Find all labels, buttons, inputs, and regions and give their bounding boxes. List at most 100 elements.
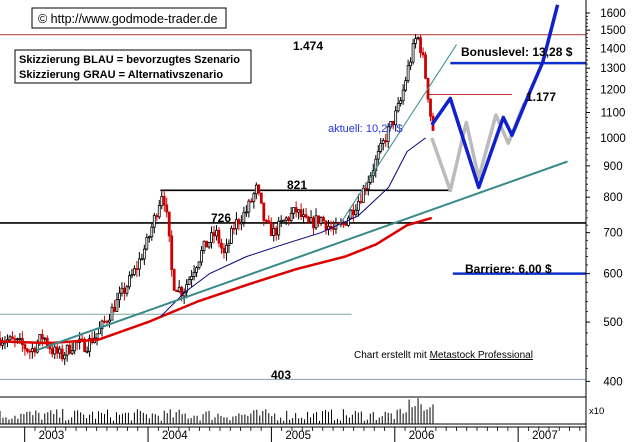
candle-body-100 — [247, 200, 251, 213]
candle-body-57 — [140, 258, 144, 261]
candle-body-106 — [262, 202, 266, 221]
candle-body-45 — [110, 306, 114, 321]
candle-body-59 — [145, 236, 149, 250]
scenario-blue-line — [430, 4, 560, 190]
candle-body-91 — [225, 244, 228, 254]
candle-body-7 — [16, 338, 19, 341]
candle-body-61 — [150, 226, 154, 238]
candle-body-77 — [190, 276, 194, 280]
y-tick-label-0: 1600 — [600, 8, 626, 20]
candle-body-161 — [399, 100, 403, 104]
candle-body-166 — [411, 43, 415, 63]
candle-body-22 — [53, 346, 57, 355]
candle-body-64 — [157, 205, 161, 218]
candle-body-152 — [376, 150, 380, 160]
y-tick-label-3: 1300 — [600, 63, 626, 75]
candle-body-82 — [202, 240, 206, 251]
candle-body-56 — [137, 258, 141, 270]
candle-body-67 — [165, 204, 169, 213]
candle-body-158 — [391, 121, 395, 126]
y-tick-label-8: 800 — [603, 192, 622, 204]
candle-body-40 — [98, 328, 101, 335]
candle-body-17 — [40, 334, 44, 340]
candle-body-110 — [272, 228, 276, 236]
candle-body-88 — [217, 229, 221, 244]
y-tick-label-2: 1400 — [600, 43, 626, 55]
candle-body-145 — [359, 201, 363, 203]
candle-body-148 — [366, 181, 370, 190]
candle-body-107 — [264, 219, 268, 222]
candle-body-96 — [237, 219, 241, 225]
candle-body-121 — [299, 209, 303, 218]
candle-body-70 — [172, 269, 176, 291]
candle-body-80 — [197, 261, 201, 269]
candle-body-114 — [282, 219, 286, 222]
candle-body-163 — [404, 80, 408, 91]
candle-body-84 — [207, 242, 211, 248]
candle-body-109 — [269, 221, 273, 236]
candle-body-12 — [28, 350, 32, 353]
candle-body-167 — [414, 38, 417, 44]
candle-body-46 — [113, 306, 116, 312]
candle-body-55 — [135, 268, 139, 271]
y-tick-label-5: 1100 — [601, 108, 626, 120]
candle-body-173 — [429, 98, 432, 117]
candle-body-160 — [396, 103, 400, 112]
candle-body-123 — [304, 214, 308, 218]
candle-body-11 — [25, 348, 29, 352]
candle-body-10 — [23, 344, 27, 350]
candle-body-78 — [192, 271, 196, 277]
candle-body-75 — [185, 283, 189, 293]
candle-body-87 — [215, 229, 218, 237]
scenario-sketches — [430, 4, 560, 193]
candle-body-102 — [252, 193, 256, 202]
candle-body-76 — [187, 279, 191, 285]
candle-body-81 — [200, 250, 203, 263]
candle-body-90 — [222, 247, 226, 254]
candle-body-128 — [317, 215, 320, 224]
candle-body-36 — [88, 338, 91, 352]
candle-body-94 — [232, 227, 236, 230]
x-tick-label-0: 2003 — [39, 430, 65, 442]
y-tick-label-12: 400 — [603, 376, 622, 388]
candle-body-25 — [60, 348, 64, 360]
trendlines — [36, 44, 568, 352]
candle-body-124 — [307, 216, 310, 223]
candle-body-92 — [227, 242, 231, 246]
candle-body-28 — [68, 344, 72, 354]
candle-body-104 — [257, 184, 261, 194]
volume-panel — [0, 396, 586, 425]
level-label-726: 726 — [211, 211, 231, 225]
candle-body-119 — [294, 207, 298, 213]
candle-body-51 — [125, 286, 129, 294]
candle-body-29 — [70, 350, 74, 354]
candle-body-5 — [11, 336, 14, 340]
support-trendline — [36, 160, 568, 352]
x-tick-label-2: 2005 — [285, 430, 311, 442]
legend-box — [14, 49, 252, 84]
ma-long-line — [0, 216, 433, 345]
candle-body-79 — [195, 267, 198, 273]
candle-body-162 — [401, 89, 405, 102]
volume-unit-label: x10 — [589, 406, 604, 417]
candle-body-113 — [279, 220, 283, 223]
candle-body-115 — [284, 217, 288, 221]
candle-body-89 — [220, 242, 223, 249]
candle-body-4 — [8, 336, 12, 341]
candle-body-63 — [155, 215, 159, 218]
candle-body-147 — [364, 187, 368, 190]
candle-body-52 — [128, 275, 131, 288]
candle-body-171 — [424, 54, 427, 79]
candle-body-23 — [55, 346, 59, 354]
candle-body-85 — [210, 232, 213, 243]
candle-body-47 — [115, 299, 119, 312]
candle-body-48 — [118, 292, 121, 301]
candle-body-42 — [103, 320, 106, 323]
candle-body-170 — [421, 52, 425, 56]
candle-body-139 — [344, 223, 348, 226]
candle-body-111 — [274, 228, 278, 236]
candle-body-146 — [361, 187, 365, 203]
candle-body-98 — [242, 211, 246, 223]
